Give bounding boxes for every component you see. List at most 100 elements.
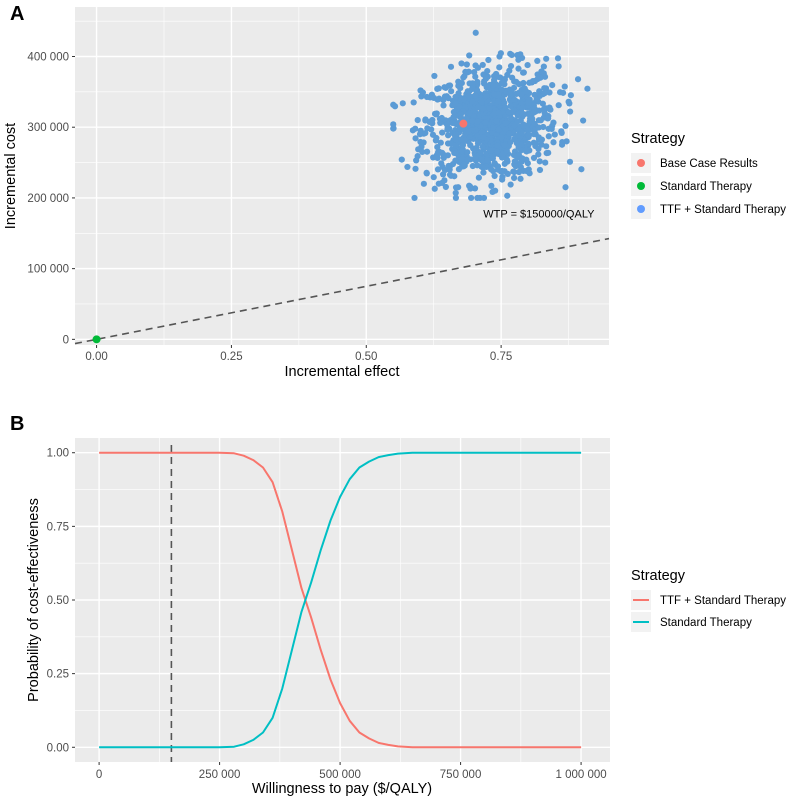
- scatter-point: [452, 142, 459, 149]
- scatter-point: [540, 106, 547, 113]
- scatter-point: [507, 115, 515, 122]
- scatter-point: [506, 90, 513, 97]
- scatter-point: [507, 102, 514, 110]
- x-tick-label: 250 000: [199, 769, 241, 781]
- scatter-point: [442, 183, 449, 191]
- scatter-point: [501, 99, 508, 106]
- scatter-point: [500, 79, 507, 86]
- scatter-point: [531, 91, 538, 98]
- scatter-point: [510, 151, 518, 159]
- scatter-point: [578, 166, 585, 173]
- scatter-point: [555, 63, 562, 70]
- panel-a-y-axis-title: Incremental cost: [3, 123, 19, 229]
- scatter-point: [530, 109, 537, 116]
- scatter-point: [491, 76, 498, 84]
- scatter-point: [437, 139, 444, 146]
- legend-label: Standard Therapy: [660, 617, 752, 629]
- scatter-point: [525, 140, 532, 147]
- scatter-point: [433, 110, 440, 117]
- scatter-point: [417, 138, 424, 146]
- scatter-point: [466, 110, 473, 117]
- scatter-point: [493, 72, 500, 79]
- scatter-point: [489, 152, 496, 160]
- scatter-point: [519, 155, 526, 162]
- scatter-point: [522, 147, 529, 154]
- y-tick-label: 0.50: [47, 595, 69, 607]
- scatter-point: [525, 132, 532, 139]
- scatter-point: [515, 65, 522, 72]
- scatter-point: [481, 80, 488, 87]
- panel-a-chart: WTP = $150000/QALY 0.00 0.25 0.50 0.75 0 100…: [27, 7, 610, 363]
- scatter-point: [497, 50, 504, 57]
- scatter-point: [420, 180, 427, 187]
- scatter-point: [529, 78, 537, 85]
- scatter-point: [478, 129, 485, 136]
- scatter-point: [554, 55, 562, 62]
- scatter-point: [446, 166, 453, 173]
- scatter-point: [490, 124, 497, 131]
- scatter-point: [549, 81, 556, 89]
- scatter-point: [498, 86, 505, 93]
- panel-b-legend: Strategy TTF + Standard Therapy Standard …: [631, 568, 786, 632]
- scatter-point: [501, 142, 508, 149]
- scatter-point: [472, 29, 479, 36]
- scatter-point: [434, 85, 441, 92]
- scatter-point: [461, 96, 468, 103]
- scatter-point: [411, 194, 418, 202]
- scatter-point: [511, 78, 518, 85]
- panel-b-curves: [99, 451, 582, 749]
- scatter-point: [460, 161, 468, 168]
- panel-b-x-axis-title: Willingness to pay ($/QALY): [252, 781, 432, 797]
- panel-b-chart: 0 250 000 500 000 750 000 1 000 000 0.00 0.25…: [47, 438, 610, 781]
- scatter-point: [502, 120, 509, 127]
- scatter-point: [498, 133, 505, 141]
- scatter-point: [452, 131, 459, 138]
- scatter-point: [523, 167, 530, 175]
- scatter-point: [452, 100, 459, 107]
- scatter-point: [499, 176, 506, 183]
- scatter-point: [439, 149, 446, 157]
- scatter-point: [503, 147, 510, 154]
- scatter-point: [431, 185, 438, 192]
- scatter-point: [438, 114, 445, 122]
- scatter-point: [452, 149, 460, 157]
- scatter-point: [535, 134, 542, 141]
- scatter-point: [490, 82, 497, 89]
- scatter-point: [460, 74, 467, 81]
- scatter-point: [485, 56, 492, 64]
- scatter-point: [444, 152, 451, 159]
- scatter-point: [458, 60, 465, 67]
- scatter-point: [413, 157, 420, 164]
- y-tick-label: 0.00: [47, 742, 69, 754]
- scatter-point: [550, 139, 557, 146]
- scatter-point: [472, 62, 479, 69]
- scatter-point: [495, 126, 502, 133]
- scatter-point: [493, 118, 500, 125]
- scatter-point: [465, 92, 473, 100]
- scatter-point: [523, 88, 530, 95]
- scatter-point: [562, 184, 569, 191]
- scatter-point: [440, 102, 447, 109]
- legend-label: Standard Therapy: [660, 181, 752, 193]
- y-tick-label: 200 000: [27, 193, 69, 205]
- scatter-point: [459, 142, 467, 149]
- scatter-point: [520, 122, 527, 129]
- scatter-point: [494, 142, 501, 149]
- scatter-point: [472, 92, 479, 99]
- scatter-point: [494, 163, 502, 170]
- scatter-point: [542, 159, 549, 166]
- scatter-point: [446, 171, 454, 178]
- scatter-point: [518, 91, 525, 98]
- scatter-point: [390, 125, 397, 132]
- scatter-point: [452, 157, 459, 164]
- x-tick-label: 500 000: [319, 769, 361, 781]
- scatter-point: [504, 192, 511, 199]
- scatter-point: [531, 120, 538, 127]
- scatter-point: [450, 108, 457, 116]
- scatter-point: [474, 78, 481, 86]
- scatter-point: [491, 91, 498, 98]
- scatter-point: [483, 92, 490, 100]
- scatter-point: [452, 189, 459, 197]
- scatter-point: [430, 174, 437, 181]
- scatter-point: [441, 166, 449, 174]
